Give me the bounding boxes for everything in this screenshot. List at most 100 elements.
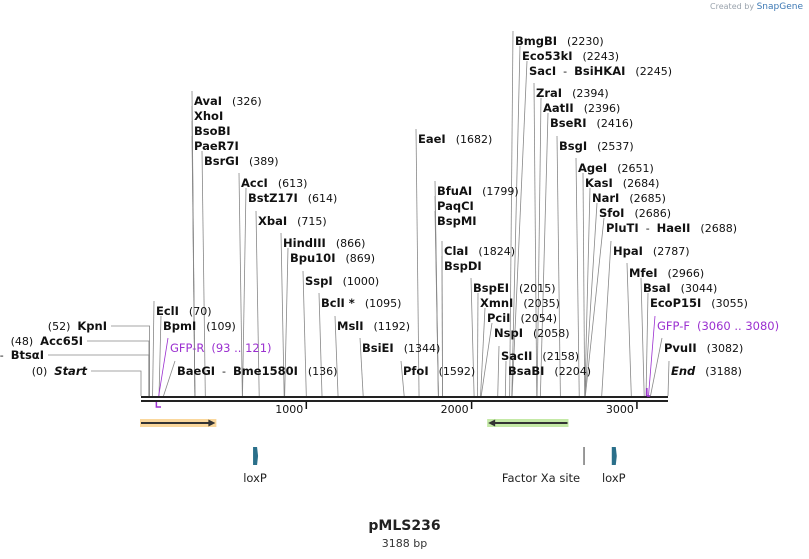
site-label-part: (3060 .. 3080) (697, 319, 779, 333)
site-label-part: PaeR7I (194, 139, 239, 153)
site-label-bpmi: BpmI (109) (163, 319, 236, 333)
site-label-part: (1000) (343, 275, 380, 288)
leader-acci (238, 172, 243, 397)
leader-nari (584, 187, 591, 397)
site-label-end: End (3188) (671, 364, 742, 378)
site-label-part: Bme1580I (233, 364, 298, 378)
site-label-part: PfoI (403, 364, 429, 378)
site-label-part: (2243) (583, 50, 620, 63)
leader-bspei (470, 277, 475, 397)
site-label-part: Acc65I (40, 334, 83, 348)
site-label-part: SfoI (599, 206, 624, 220)
tick-label: 1000 (275, 403, 303, 416)
leader-agei (575, 157, 580, 397)
site-label-part: BstZ17I (248, 191, 298, 205)
leader-bsiei (359, 337, 364, 397)
site-label-part: (2684) (623, 177, 660, 190)
site-label-pfoi: PfoI (1592) (403, 364, 475, 378)
site-label-part: BmgBI (515, 34, 557, 48)
site-label-bsgi: BsgI (2537) (559, 139, 634, 153)
leader-bpu10i (284, 247, 289, 397)
site-label-hindiii: HindIII (866) (283, 236, 365, 250)
site-label-bsrgi: BsrGI (389) (204, 154, 279, 168)
leader-eaei (415, 128, 420, 397)
site-label-part: (0) (32, 365, 48, 378)
site-label-part: (2054) (520, 312, 557, 325)
site-label-part: MfeI (629, 266, 658, 280)
site-label-part: (3055) (711, 297, 748, 310)
site-label-part: EclI (156, 304, 179, 318)
leader-bsai (640, 277, 645, 397)
site-label-part: (48) (11, 335, 34, 348)
site-label-part: ClaI (444, 244, 468, 258)
site-label-paqci: PaqCI (437, 199, 474, 213)
site-label-part: (1592) (439, 365, 476, 378)
site-label-part: SspI (305, 274, 333, 288)
loxp-site-marker (253, 447, 259, 465)
site-label-baegi: BaeGI - Bme1580I (136) (177, 364, 337, 378)
site-label-part: HaeII (657, 221, 691, 235)
credit-brand: SnapGene (756, 2, 803, 12)
site-label-xmni: XmnI (2035) (480, 296, 560, 310)
leader-bsabi (504, 360, 507, 397)
site-label-part: (109) (206, 320, 236, 333)
site-label-part: SacI (529, 64, 556, 78)
factor-xa-label: Factor Xa site (502, 471, 580, 485)
site-label-part: GFP-R (170, 341, 204, 355)
site-label-acc65i: (48) Acc65I (11, 334, 83, 348)
leader-zrai (533, 82, 538, 397)
site-label-bmgbi: BmgBI (2230) (515, 34, 604, 48)
site-label-bsabi: BsaBI (2204) (508, 364, 591, 378)
site-label-bpu10i: Bpu10I (869) (290, 251, 375, 265)
backbone-bottom-strand (141, 400, 668, 402)
site-label-pcii: PciI (2054) (487, 311, 557, 325)
leader-bspmi (434, 210, 439, 397)
site-label-part: AvaI (194, 94, 222, 108)
site-label-part: (715) (297, 215, 327, 228)
leader-hpai (601, 240, 612, 397)
site-label-part: - (646, 222, 650, 235)
site-label-bsiei: BsiEI (1344) (362, 341, 440, 355)
leader-sspi (302, 270, 307, 397)
backbone-top-strand (141, 396, 668, 398)
leader-aatii (536, 97, 542, 397)
site-label-btsi: (47)BtsI-BtsαI (0, 348, 44, 362)
site-label-part: (2966) (668, 267, 705, 280)
site-label-part: XhoI (194, 109, 223, 123)
leader-xmni (477, 292, 479, 397)
site-label-kpni: (52) KpnI (48, 319, 107, 333)
orange-cds-arrow-head (208, 419, 216, 427)
loxp-site-marker (611, 447, 617, 465)
site-label-mfei: MfeI (2966) (629, 266, 704, 280)
site-label-part: (1799) (482, 185, 519, 198)
site-label-part: (2787) (653, 245, 690, 258)
site-label-sfoi: SfoI (2686) (599, 206, 671, 220)
leader-bsrgi (201, 150, 206, 397)
sequence-backbone (141, 388, 668, 408)
site-label-part: (2245) (635, 65, 672, 78)
leader-gfpf (648, 315, 656, 397)
site-label-part: KpnI (77, 319, 107, 333)
leader-gfpr (158, 337, 169, 397)
site-label-part: XmnI (480, 296, 513, 310)
leader-bstz17i (242, 187, 247, 397)
site-label-nari: NarI (2685) (592, 191, 666, 205)
site-label-gfpf: GFP-F (3060 .. 3080) (657, 319, 779, 333)
site-label-part: (2416) (597, 117, 634, 130)
leader-bspdi (441, 255, 443, 397)
site-label-part: EaeI (418, 132, 446, 146)
site-label-part: BpmI (163, 319, 196, 333)
leader-eco53ki (511, 45, 521, 397)
leader-ecop15i (645, 292, 649, 397)
credit-prefix: Created by (710, 2, 755, 11)
site-label-xhoi: XhoI (194, 109, 223, 123)
site-label-part: (2394) (572, 87, 609, 100)
site-label-part: (1682) (456, 133, 493, 146)
leader-baegi (163, 360, 176, 397)
site-label-part: BspMI (437, 214, 477, 228)
site-label-part: (2396) (584, 102, 621, 115)
site-label-part: (52) (48, 320, 71, 333)
site-label-part: BfuAI (437, 184, 472, 198)
site-label-part: (3082) (707, 342, 744, 355)
